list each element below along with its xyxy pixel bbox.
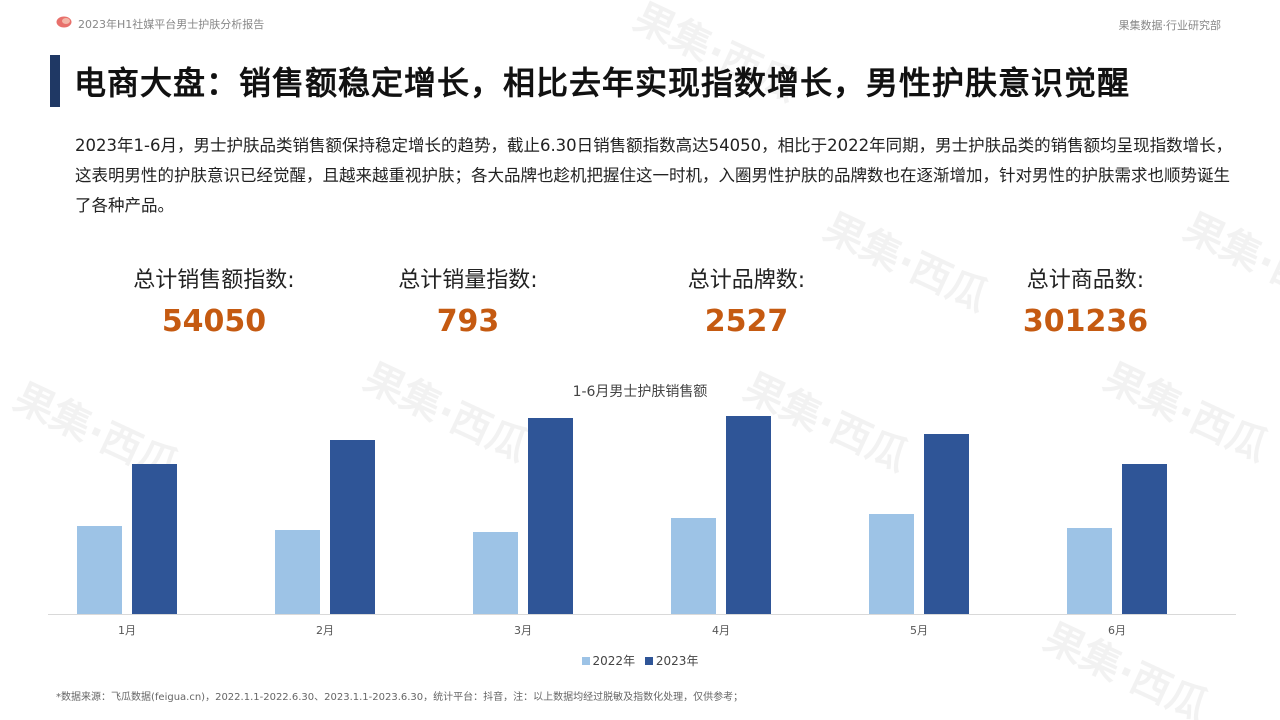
kpi-label: 总计销售额指数:	[133, 268, 295, 293]
kpi-value: 2527	[704, 304, 789, 339]
report-title: 2023年H1社媒平台男士护肤分析报告	[78, 18, 265, 31]
kpi-product-count: 总计商品数: 301236	[968, 262, 1203, 339]
title-accent-bar	[50, 55, 60, 107]
legend-swatch-2022	[581, 656, 590, 665]
x-tick-label: 6月	[1108, 624, 1126, 637]
legend-item-2023: 2023年	[644, 652, 699, 669]
bar-2022年-4月	[671, 518, 716, 614]
bar-2023年-5月	[924, 434, 969, 614]
bar-2022年-3月	[473, 532, 518, 614]
bar-2023年-6月	[1122, 464, 1167, 614]
kpi-label: 总计品牌数:	[687, 268, 806, 293]
brand-logo-icon	[56, 16, 72, 28]
x-tick-label: 1月	[118, 624, 136, 637]
bar-2023年-1月	[132, 464, 177, 614]
x-tick-label: 2月	[316, 624, 334, 637]
watermark: 果集·西瓜	[356, 354, 536, 471]
kpi-volume-index: 总计销量指数: 793	[389, 262, 547, 339]
chart-legend: 2022年 2023年	[0, 652, 1280, 669]
bar-2022年-6月	[1067, 528, 1112, 614]
legend-item-2022: 2022年	[581, 652, 636, 669]
bar-2023年-3月	[528, 418, 573, 614]
kpi-value: 54050	[161, 304, 267, 339]
legend-label: 2022年	[592, 654, 636, 668]
legend-label: 2023年	[655, 654, 699, 668]
watermark: 果集·西瓜	[736, 364, 916, 481]
legend-swatch-2023	[644, 656, 653, 665]
bar-2022年-2月	[275, 530, 320, 614]
kpi-brand-count: 总计品牌数: 2527	[680, 262, 813, 339]
chart-title: 1-6月男士护肤销售额	[572, 384, 708, 400]
brand-name: 果集数据·行业研究部	[1118, 19, 1222, 32]
footnote: *数据来源：飞瓜数据(feigua.cn)，2022.1.1-2022.6.30…	[56, 692, 744, 703]
kpi-label: 总计商品数:	[1026, 268, 1145, 293]
page-title: 电商大盘：销售额稳定增长，相比去年实现指数增长，男性护肤意识觉醒	[74, 64, 1131, 102]
bar-2023年-4月	[726, 416, 771, 614]
kpi-value: 301236	[1022, 304, 1149, 339]
kpi-label: 总计销量指数:	[398, 268, 538, 293]
watermark: 果集·西瓜	[1096, 354, 1276, 471]
kpi-value: 793	[436, 304, 500, 339]
x-tick-label: 3月	[514, 624, 532, 637]
intro-paragraph: 2023年1-6月，男士护肤品类销售额保持稳定增长的趋势，截止6.30日销售额指…	[75, 136, 1233, 215]
bar-2023年-2月	[330, 440, 375, 614]
bar-2022年-5月	[869, 514, 914, 614]
kpi-sales-index: 总计销售额指数: 54050	[124, 262, 304, 339]
x-tick-label: 4月	[712, 624, 730, 637]
bar-2022年-1月	[77, 526, 122, 614]
x-tick-label: 5月	[910, 624, 928, 637]
